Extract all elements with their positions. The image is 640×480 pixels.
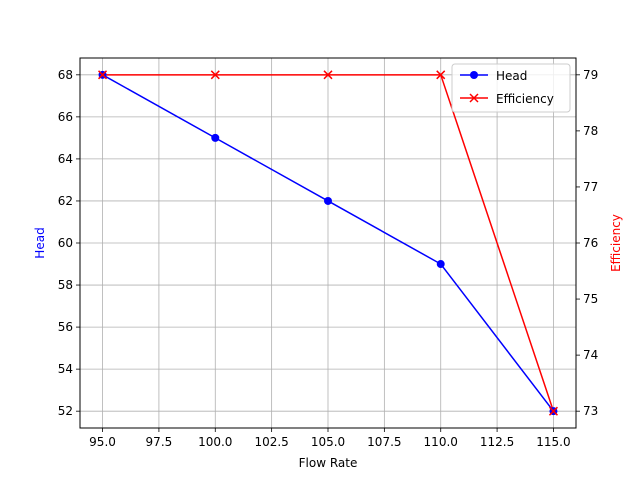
- head-point: [324, 196, 332, 205]
- head-point: [211, 133, 220, 142]
- legend-head-marker: [470, 71, 478, 79]
- y-right-tick-label: 79: [583, 68, 598, 82]
- y-right-tick-label: 75: [583, 292, 598, 306]
- x-tick-label: 100.0: [198, 435, 232, 449]
- y-right-tick-label: 73: [583, 404, 598, 418]
- head-point: [436, 260, 445, 269]
- y-left-tick-label: 66: [58, 110, 73, 124]
- y-left-tick-label: 64: [58, 152, 73, 166]
- x-tick-label: 97.5: [146, 435, 173, 449]
- legend-head-label: Head: [496, 69, 527, 83]
- y-left-tick-label: 54: [58, 362, 73, 376]
- y-left-tick-label: 58: [58, 278, 73, 292]
- efficiency-point: [98, 70, 108, 80]
- legend-efficiency-label: Efficiency: [496, 92, 554, 106]
- y-left-axis-ticks: 52 54 56 58 60 62 64 66 68: [58, 68, 80, 418]
- y-right-axis-label: Efficiency: [609, 214, 623, 272]
- x-tick-label: 95.0: [89, 435, 116, 449]
- y-left-axis-label: Head: [33, 227, 47, 258]
- x-tick-label: 102.5: [254, 435, 288, 449]
- y-left-tick-label: 52: [58, 404, 73, 418]
- series-markers: [98, 70, 558, 416]
- y-left-tick-label: 68: [58, 68, 73, 82]
- y-right-tick-label: 74: [583, 348, 598, 362]
- x-tick-label: 110.0: [424, 435, 458, 449]
- efficiency-point: [548, 406, 558, 416]
- y-right-tick-label: 76: [583, 236, 598, 250]
- efficiency-point: [323, 70, 333, 80]
- legend: Head Efficiency: [451, 63, 571, 113]
- x-tick-label: 107.5: [367, 435, 401, 449]
- efficiency-point: [436, 70, 446, 80]
- y-right-tick-label: 78: [583, 124, 598, 138]
- legend-box: [451, 63, 571, 113]
- x-tick-label: 112.5: [480, 435, 514, 449]
- y-left-tick-label: 56: [58, 320, 73, 334]
- efficiency-point: [210, 70, 220, 80]
- y-left-tick-label: 60: [58, 236, 73, 250]
- x-axis-ticks: 95.0 97.5 100.0 102.5 105.0 107.5 110.0 112.5 11…: [89, 428, 571, 449]
- legend-efficiency-marker: [469, 93, 479, 103]
- x-tick-label: 105.0: [311, 435, 345, 449]
- y-left-tick-label: 62: [58, 194, 73, 208]
- y-right-tick-label: 77: [583, 180, 598, 194]
- x-tick-label: 115.0: [536, 435, 570, 449]
- x-axis-label: Flow Rate: [299, 456, 358, 470]
- y-right-axis-ticks: 73 74 75 76 77 78 79: [576, 68, 598, 418]
